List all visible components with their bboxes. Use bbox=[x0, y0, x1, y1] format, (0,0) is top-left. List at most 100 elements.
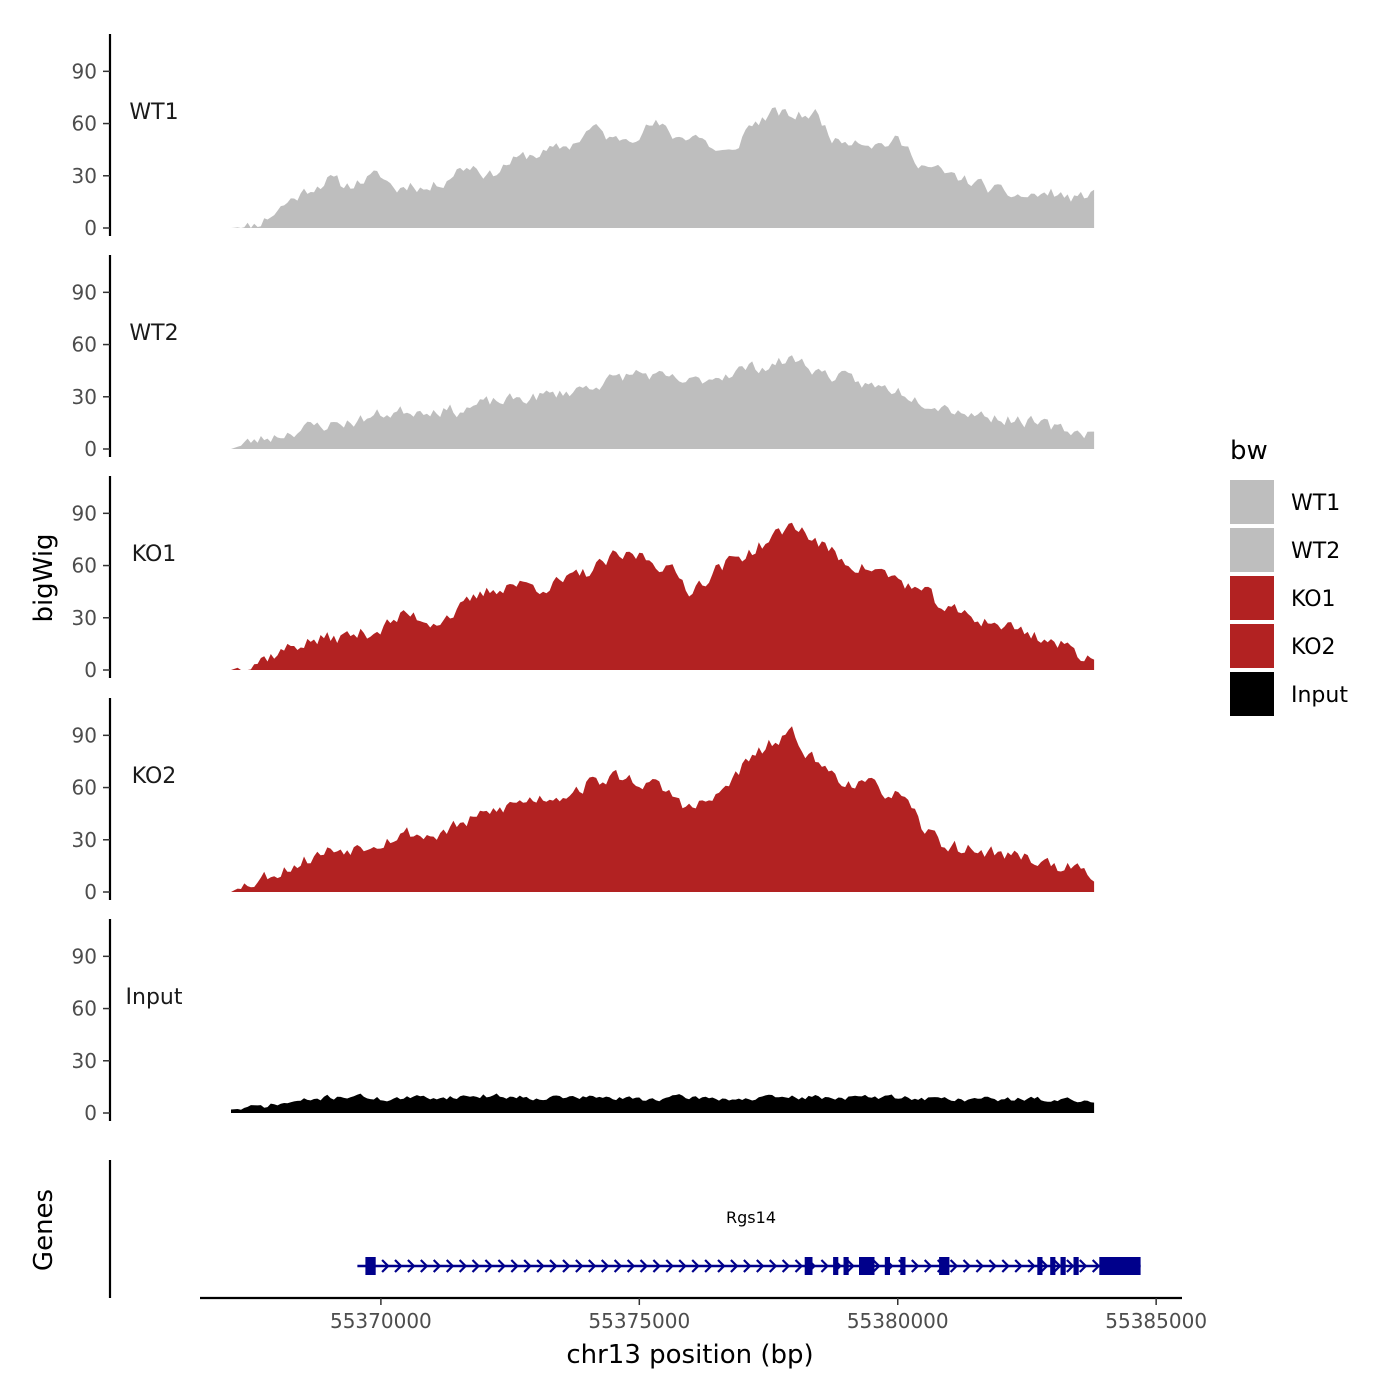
legend-swatch-ko2 bbox=[1230, 624, 1274, 668]
strand-arrow bbox=[1091, 1259, 1101, 1273]
strand-arrow bbox=[988, 1259, 997, 1273]
legend-swatch-wt1 bbox=[1230, 480, 1274, 524]
exon bbox=[1037, 1257, 1043, 1275]
strand-arrow bbox=[872, 1259, 881, 1273]
strand-arrow bbox=[588, 1259, 597, 1273]
strand-arrow bbox=[420, 1259, 429, 1273]
strand-arrow bbox=[639, 1259, 649, 1273]
y-tick-label: 60 bbox=[72, 776, 97, 800]
track-wt2: 0 30 60 90 WT2 bbox=[72, 255, 1095, 461]
legend-label-wt1: WT1 bbox=[1291, 491, 1340, 516]
strand-arrow bbox=[484, 1259, 493, 1273]
strand-arrow bbox=[562, 1259, 571, 1273]
legend-label-wt2: WT2 bbox=[1291, 539, 1340, 564]
y-tick-label: 30 bbox=[72, 385, 97, 409]
strand-arrow bbox=[678, 1259, 687, 1273]
strand-arrow bbox=[613, 1259, 623, 1273]
strand-arrow bbox=[730, 1259, 739, 1273]
strand-arrow bbox=[1027, 1259, 1036, 1273]
strand-arrow bbox=[743, 1259, 752, 1273]
y-tick-label: 90 bbox=[72, 501, 97, 525]
track-label: KO2 bbox=[132, 764, 177, 789]
y-tick-label: 0 bbox=[84, 216, 97, 240]
y-tick-label: 30 bbox=[72, 164, 97, 188]
strand-arrow bbox=[756, 1259, 765, 1273]
strand-arrow bbox=[911, 1259, 920, 1273]
signal-area-wt1 bbox=[231, 107, 1095, 228]
strand-arrow bbox=[407, 1259, 416, 1273]
y-tick-label: 0 bbox=[84, 658, 97, 682]
x-tick-label: 55385000 bbox=[1105, 1309, 1207, 1333]
y-tick-label: 60 bbox=[72, 997, 97, 1021]
strand-arrow bbox=[445, 1259, 455, 1273]
strand-arrow bbox=[523, 1259, 532, 1273]
legend: bw WT1 WT2 KO1 KO2 Input bbox=[1230, 436, 1348, 716]
strand-arrow bbox=[665, 1259, 674, 1273]
exon bbox=[843, 1257, 849, 1275]
exon bbox=[939, 1257, 950, 1275]
strand-arrow bbox=[949, 1259, 959, 1273]
track-label: WT2 bbox=[129, 321, 178, 346]
legend-title: bw bbox=[1230, 436, 1268, 466]
y-tick-label: 90 bbox=[72, 723, 97, 747]
strand-arrow bbox=[781, 1259, 791, 1273]
genes-panel: Rgs14 bbox=[108, 1160, 1141, 1298]
legend-swatch-wt2 bbox=[1230, 528, 1274, 572]
track-panels: 0 30 60 90 WT1 0 30 60 90 WT2 0 30 60 90 KO1 0 30 60 90 KO2… bbox=[72, 34, 1095, 1125]
signal-area-wt2 bbox=[231, 355, 1095, 449]
y-tick-label: 90 bbox=[72, 59, 97, 83]
track-label: WT1 bbox=[129, 100, 178, 125]
strand-arrow bbox=[717, 1259, 726, 1273]
track-ko1: 0 30 60 90 KO1 bbox=[72, 476, 1095, 682]
strand-arrow bbox=[394, 1259, 403, 1273]
track-input: 0 30 60 90 Input bbox=[72, 919, 1095, 1125]
strand-arrow bbox=[626, 1259, 636, 1273]
strand-arrow bbox=[794, 1259, 804, 1273]
y-tick-label: 0 bbox=[84, 437, 97, 461]
y-tick-label: 60 bbox=[72, 112, 97, 136]
x-axis-title: chr13 position (bp) bbox=[566, 1340, 813, 1370]
exon bbox=[1073, 1257, 1079, 1275]
y-tick-label: 0 bbox=[84, 1101, 97, 1125]
track-ko2: 0 30 60 90 KO2 bbox=[72, 698, 1095, 904]
strand-arrow bbox=[846, 1259, 855, 1273]
exon bbox=[859, 1257, 875, 1275]
exon bbox=[365, 1257, 376, 1275]
strand-arrow bbox=[458, 1259, 468, 1273]
strand-arrow bbox=[1053, 1259, 1062, 1273]
strand-arrow bbox=[1001, 1259, 1010, 1273]
exon bbox=[884, 1257, 890, 1275]
strand-arrow bbox=[510, 1259, 519, 1273]
y-tick-label: 60 bbox=[72, 554, 97, 578]
strand-arrow bbox=[923, 1259, 933, 1273]
track-wt1: 0 30 60 90 WT1 bbox=[72, 34, 1095, 240]
strand-arrow bbox=[1066, 1259, 1075, 1273]
exon bbox=[1050, 1257, 1056, 1275]
strand-arrow bbox=[1079, 1259, 1088, 1273]
strand-arrow bbox=[820, 1259, 829, 1273]
y-tick-label: 30 bbox=[72, 828, 97, 852]
exon bbox=[1099, 1257, 1141, 1275]
strand-arrow bbox=[536, 1259, 545, 1273]
y-tick-label: 90 bbox=[72, 944, 97, 968]
strand-arrow bbox=[575, 1259, 584, 1273]
strand-arrow bbox=[704, 1259, 713, 1273]
track-label: KO1 bbox=[132, 542, 177, 567]
strand-arrow bbox=[497, 1259, 506, 1273]
strand-arrow bbox=[691, 1259, 700, 1273]
strand-arrow bbox=[962, 1259, 972, 1273]
y-tick-label: 90 bbox=[72, 280, 97, 304]
x-tick-label: 55370000 bbox=[330, 1309, 432, 1333]
strand-arrow bbox=[652, 1259, 661, 1273]
strand-arrow bbox=[1040, 1259, 1049, 1273]
exon bbox=[900, 1257, 906, 1275]
strand-arrow bbox=[432, 1259, 442, 1273]
strand-arrow bbox=[471, 1259, 481, 1273]
legend-swatch-input bbox=[1230, 672, 1274, 716]
y-tick-label: 30 bbox=[72, 606, 97, 630]
strand-arrow bbox=[768, 1259, 778, 1273]
strand-arrow bbox=[600, 1259, 610, 1273]
strand-arrow bbox=[975, 1259, 984, 1273]
x-tick-label: 55380000 bbox=[847, 1309, 949, 1333]
